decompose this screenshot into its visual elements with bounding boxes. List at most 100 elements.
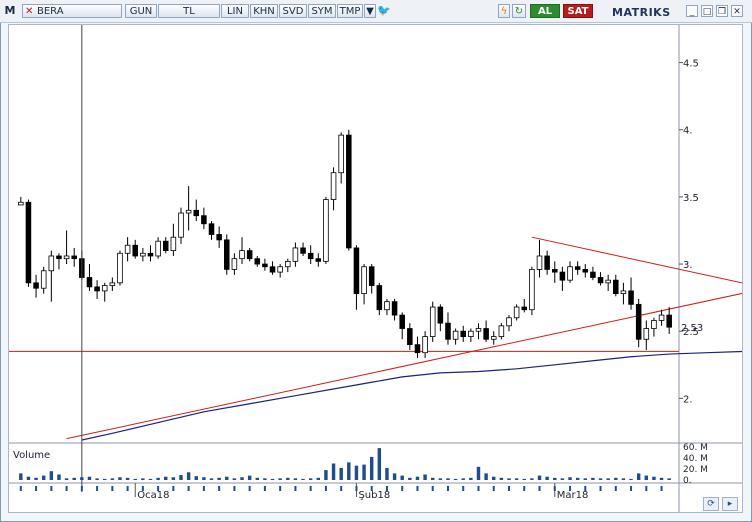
- time-minor-tick: [370, 486, 373, 491]
- period-button[interactable]: GUN: [125, 4, 157, 18]
- candle-body: [666, 314, 672, 328]
- time-minor-tick: [599, 486, 602, 491]
- candle-body: [368, 266, 375, 286]
- candle-body: [56, 255, 62, 260]
- chart-area[interactable]: 4.5 4. 3.5 3. 2.5 2. 2.53 Volume 60. M 40. M 20. M…: [8, 24, 752, 513]
- symbol-field[interactable]: ✕ BERA: [22, 4, 122, 18]
- time-minor-tick: [172, 486, 175, 491]
- volume-bar: [369, 456, 374, 480]
- time-minor-tick: [19, 486, 22, 491]
- volume-bar: [64, 478, 69, 480]
- candle-body: [224, 239, 230, 270]
- volume-bar: [95, 478, 99, 480]
- time-minor-tick: [96, 486, 99, 491]
- time-minor-tick: [263, 486, 266, 491]
- twitter-icon[interactable]: 🐦: [377, 4, 391, 17]
- volume-bar: [492, 476, 496, 480]
- candle-body: [536, 255, 543, 270]
- currency-button[interactable]: TL: [158, 4, 220, 18]
- candle-body: [40, 270, 47, 289]
- candle-body: [346, 134, 352, 249]
- time-minor-tick: [111, 486, 114, 491]
- time-minor-tick: [645, 486, 648, 491]
- volume-bar: [87, 476, 92, 480]
- candle-body: [292, 247, 299, 262]
- time-minor-tick: [416, 486, 419, 491]
- buy-button[interactable]: AL: [530, 4, 560, 18]
- volume-bar: [446, 478, 450, 480]
- price-tick-label: 3.5: [683, 193, 699, 204]
- volume-bar: [385, 467, 389, 480]
- volume-bar: [225, 476, 229, 480]
- candle-body: [86, 277, 93, 288]
- candle-body: [643, 328, 650, 340]
- candle-body: [628, 290, 634, 305]
- scale-button-tmp[interactable]: TMP: [337, 4, 363, 18]
- volume-bar: [469, 477, 473, 480]
- trendline-1: [66, 290, 752, 440]
- candle-body: [254, 258, 261, 265]
- candle-body: [140, 252, 146, 257]
- settings-arrow-icon[interactable]: ▸: [722, 497, 738, 511]
- volume-bar: [247, 475, 252, 480]
- candle-body: [552, 269, 558, 273]
- volume-bar: [125, 477, 130, 480]
- volume-bar: [636, 473, 641, 480]
- candle-body: [231, 258, 238, 270]
- volume-label: Volume: [13, 450, 50, 461]
- candle-body: [513, 306, 520, 319]
- time-minor-tick: [553, 486, 556, 491]
- volume-bar: [331, 463, 336, 480]
- candle-body: [246, 250, 253, 260]
- dropdown-arrow-icon[interactable]: ▼: [364, 4, 376, 18]
- candle-body: [315, 258, 322, 262]
- moving-average-line: [81, 350, 752, 441]
- maximize-icon[interactable]: □: [701, 5, 713, 17]
- volume-bar: [34, 477, 38, 480]
- volume-bar: [621, 478, 626, 480]
- candle-body: [544, 255, 550, 270]
- candle-body: [262, 263, 268, 268]
- candle-body: [269, 266, 276, 273]
- trendline-2: [531, 236, 752, 286]
- candle-body: [117, 252, 123, 284]
- volume-tick-label: 40. M: [683, 454, 708, 464]
- time-minor-tick: [187, 486, 190, 491]
- time-axis-label: Mar18: [557, 490, 589, 501]
- lightning-icon[interactable]: ϟ: [498, 4, 510, 18]
- candle-body: [574, 266, 581, 270]
- time-minor-tick: [279, 486, 282, 491]
- candle-body: [239, 250, 245, 260]
- volume-bar: [514, 478, 519, 480]
- volume-bar: [133, 478, 137, 480]
- close-icon[interactable]: ✕: [731, 5, 743, 17]
- refresh-icon[interactable]: ↻: [512, 4, 526, 18]
- time-minor-tick: [248, 486, 251, 491]
- symbol-close-icon[interactable]: ✕: [25, 6, 34, 17]
- volume-bar: [560, 478, 565, 480]
- time-minor-tick: [65, 486, 68, 491]
- volume-bar: [19, 473, 23, 480]
- sync-icon[interactable]: ⟳: [703, 497, 719, 511]
- candle-body: [613, 279, 619, 294]
- restore-icon[interactable]: ❐: [716, 5, 728, 17]
- candle-body: [155, 240, 161, 257]
- minimize-icon[interactable]: _: [686, 5, 698, 17]
- volume-bar: [118, 477, 122, 480]
- scale-button-khn[interactable]: KHN: [250, 4, 278, 18]
- candle-body: [124, 244, 131, 254]
- scale-button-svd[interactable]: SVD: [279, 4, 307, 18]
- volume-bar: [339, 467, 343, 480]
- volume-bar: [362, 464, 366, 480]
- matriks-logo: M: [4, 4, 16, 17]
- candle-body: [620, 290, 627, 294]
- sell-button[interactable]: SAT: [563, 4, 593, 18]
- scale-button-lin[interactable]: LIN: [221, 4, 249, 18]
- candle-body: [506, 317, 512, 327]
- candle-body: [384, 301, 390, 311]
- volume-bar: [354, 465, 359, 480]
- volume-bar: [209, 478, 214, 480]
- time-minor-tick: [462, 486, 465, 491]
- scale-button-sym[interactable]: SYM: [308, 4, 336, 18]
- volume-bar: [293, 478, 298, 480]
